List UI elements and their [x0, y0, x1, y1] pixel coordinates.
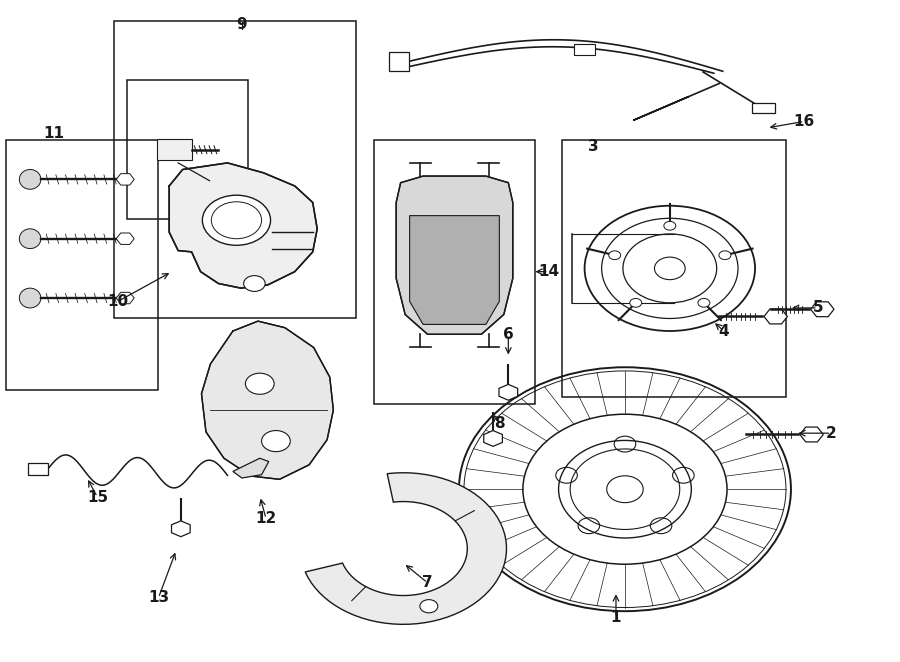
Circle shape — [664, 221, 676, 230]
Circle shape — [608, 251, 621, 260]
Bar — [6, 140, 158, 391]
Text: 14: 14 — [538, 264, 559, 279]
Text: 11: 11 — [43, 126, 64, 141]
Bar — [127, 81, 248, 219]
Circle shape — [262, 430, 291, 451]
Polygon shape — [233, 458, 269, 478]
Bar — [752, 103, 775, 113]
Text: 13: 13 — [148, 591, 169, 606]
Ellipse shape — [19, 229, 40, 249]
Bar — [28, 463, 48, 475]
Bar — [157, 139, 193, 160]
Text: 7: 7 — [422, 575, 433, 591]
Bar — [113, 21, 356, 318]
Polygon shape — [410, 216, 500, 324]
Circle shape — [719, 251, 731, 260]
Text: 4: 4 — [718, 324, 729, 338]
Bar — [574, 44, 596, 55]
Text: 16: 16 — [794, 114, 815, 129]
Text: 10: 10 — [107, 294, 129, 309]
Text: 8: 8 — [494, 416, 505, 431]
Text: 3: 3 — [589, 139, 598, 154]
Circle shape — [698, 299, 710, 307]
Text: 9: 9 — [237, 17, 248, 32]
Polygon shape — [169, 163, 317, 288]
Text: 6: 6 — [503, 327, 514, 342]
Ellipse shape — [19, 288, 40, 308]
Circle shape — [246, 373, 274, 395]
Text: 15: 15 — [86, 490, 108, 504]
Circle shape — [420, 600, 437, 613]
Text: 2: 2 — [826, 426, 837, 441]
Text: 1: 1 — [611, 610, 621, 626]
Bar — [562, 140, 787, 397]
Polygon shape — [202, 321, 333, 479]
Text: 5: 5 — [813, 301, 824, 315]
Bar — [374, 140, 536, 404]
Polygon shape — [305, 473, 507, 624]
Bar — [389, 52, 409, 71]
Ellipse shape — [19, 169, 40, 189]
Text: 12: 12 — [256, 511, 276, 526]
Circle shape — [202, 195, 271, 246]
Polygon shape — [396, 176, 513, 334]
Circle shape — [244, 275, 266, 291]
Circle shape — [630, 299, 642, 307]
